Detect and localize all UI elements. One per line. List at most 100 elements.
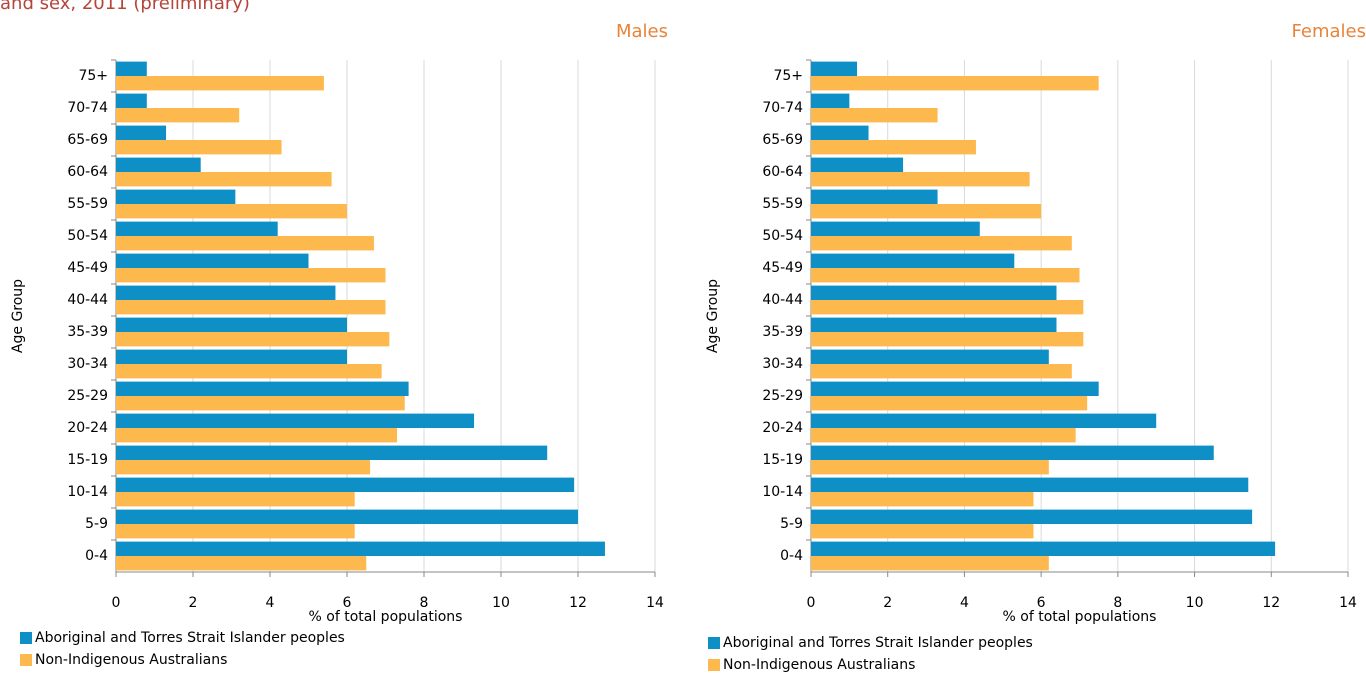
bar [116,93,147,108]
bar [116,189,236,204]
y-tick-label: 75+ [78,68,108,84]
chart-title: Males [616,21,668,42]
bar [116,413,475,428]
bar [116,108,240,123]
x-tick-label: 4 [266,595,275,611]
legend-swatch [708,637,720,649]
bar [116,125,167,140]
bar [811,221,980,236]
bar [116,204,347,219]
bar [116,509,578,524]
y-tick-label: 30-34 [762,356,803,372]
y-tick-label: 55-59 [67,196,108,212]
bar [811,541,1276,556]
bar [811,524,1034,539]
bar [811,413,1157,428]
bar [811,108,938,123]
bar [811,236,1072,251]
bar [116,396,405,411]
bar [116,381,409,396]
x-tick-label: 0 [112,595,121,611]
bar [811,396,1088,411]
y-tick-label: 70-74 [67,100,108,116]
bar [116,253,309,268]
y-tick-label: 50-54 [762,228,803,244]
x-tick-label: 10 [492,595,510,611]
x-axis-label: % of total populations [1003,609,1157,625]
bar [116,349,347,364]
x-tick-label: 2 [883,595,892,611]
legend-label: Aboriginal and Torres Strait Islander pe… [35,630,345,646]
bar [811,445,1214,460]
bar [116,76,324,91]
legend-swatch [20,632,32,644]
y-tick-label: 75+ [773,68,803,84]
y-axis-label: Age Group [705,279,721,353]
bar [811,300,1084,315]
y-tick-label: 65-69 [67,132,108,148]
bar [811,76,1099,91]
bar [116,236,374,251]
legend-label: Non-Indigenous Australians [723,657,915,673]
x-tick-label: 8 [420,595,429,611]
bar [116,317,347,332]
bar [116,172,332,187]
y-tick-label: 25-29 [67,388,108,404]
bar [811,349,1049,364]
bar [811,125,869,140]
bar [116,364,382,379]
y-tick-label: 40-44 [67,292,108,308]
bar [811,492,1034,507]
y-tick-label: 5-9 [85,516,108,532]
y-tick-label: 0-4 [780,548,803,564]
bar [116,460,371,475]
y-tick-label: 45-49 [67,260,108,276]
y-tick-label: 40-44 [762,292,803,308]
bar [116,285,336,300]
legend-swatch [708,659,720,671]
y-tick-label: 20-24 [67,420,108,436]
bar [116,445,548,460]
x-axis-label: % of total populations [309,609,463,625]
x-tick-label: 0 [807,595,816,611]
bar [116,524,355,539]
bar [811,477,1249,492]
x-tick-label: 14 [646,595,664,611]
x-tick-label: 12 [569,595,587,611]
y-tick-label: 50-54 [67,228,108,244]
bar [116,477,575,492]
y-tick-label: 15-19 [762,452,803,468]
bar [811,253,1015,268]
y-tick-label: 20-24 [762,420,803,436]
y-tick-label: 55-59 [762,196,803,212]
y-tick-label: 25-29 [762,388,803,404]
x-tick-label: 2 [189,595,198,611]
y-tick-label: 5-9 [780,516,803,532]
bar [811,317,1057,332]
bar [116,492,355,507]
bar [116,61,147,76]
bar [811,556,1049,571]
y-tick-label: 70-74 [762,100,803,116]
bar [116,541,605,556]
x-tick-label: 6 [343,595,352,611]
bar [116,428,398,443]
legend-swatch [20,654,32,666]
bar [811,268,1080,283]
y-tick-label: 65-69 [762,132,803,148]
y-tick-label: 10-14 [67,484,108,500]
y-tick-label: 35-39 [762,324,803,340]
bar [811,460,1049,475]
x-tick-label: 4 [960,595,969,611]
bar [116,556,367,571]
bar [811,172,1030,187]
bar [811,140,976,155]
y-tick-label: 45-49 [762,260,803,276]
x-tick-label: 12 [1262,595,1280,611]
bar [811,61,858,76]
legend-label: Non-Indigenous Australians [35,652,227,668]
page-heading: and sex, 2011 (preliminary) [0,0,250,14]
x-tick-label: 14 [1339,595,1357,611]
bar [811,364,1072,379]
